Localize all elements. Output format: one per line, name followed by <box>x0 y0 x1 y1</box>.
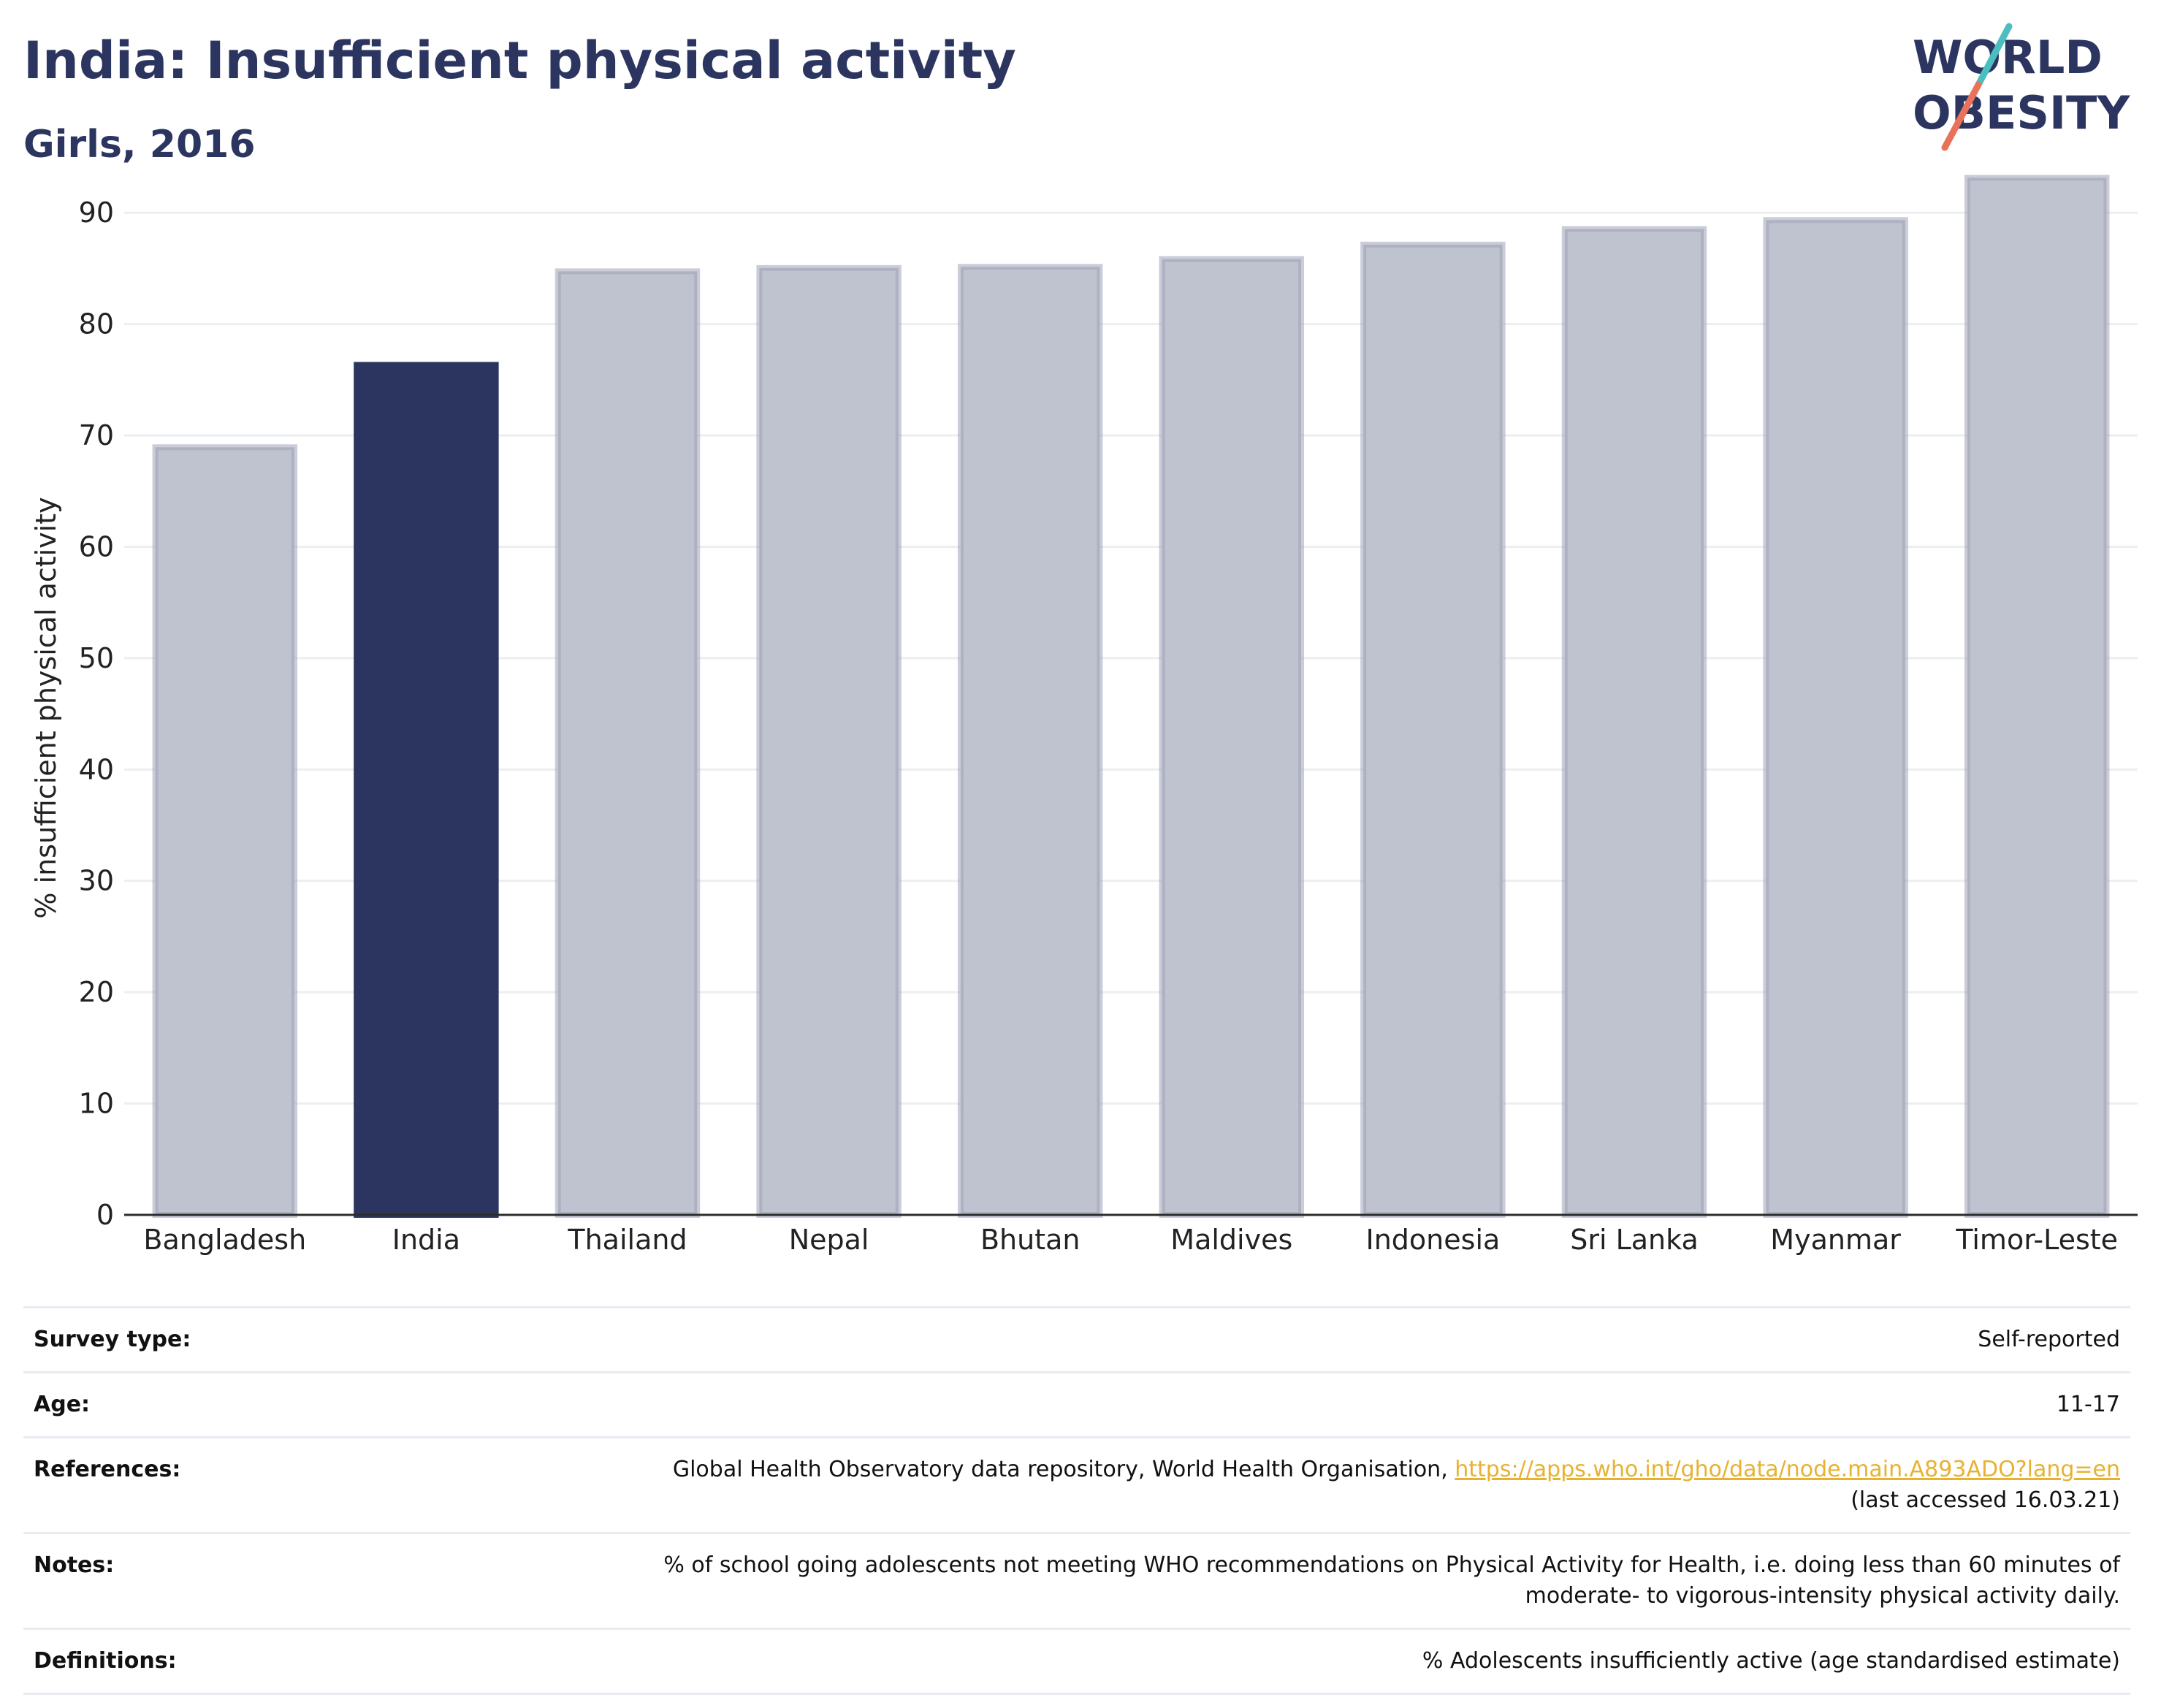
bar-thailand <box>554 268 701 1219</box>
x-tick-label-indonesia: Indonesia <box>1366 1224 1501 1256</box>
info-row-notes: Notes: % of school going adolescents not… <box>23 1533 2130 1629</box>
bar-bangladesh <box>152 444 298 1218</box>
bar-myanmar <box>1763 217 1908 1218</box>
logo-slash-coral <box>1941 81 1982 151</box>
y-tick-label-70: 70 <box>79 419 114 451</box>
info-row-age: Age: 11-17 <box>23 1372 2130 1438</box>
y-tick-label-20: 20 <box>79 976 114 1008</box>
survey-type-label: Survey type: <box>34 1327 191 1352</box>
x-tick-label-thailand: Thailand <box>567 1224 687 1256</box>
x-tick-label-maldives: Maldives <box>1170 1224 1292 1256</box>
x-tick-label-timor-leste: Timor-Leste <box>1955 1224 2118 1256</box>
bar-bhutan <box>957 264 1103 1218</box>
y-tick-label-90: 90 <box>79 197 114 229</box>
references-text: Global Health Observatory data repositor… <box>672 1457 1455 1482</box>
bar-india <box>354 362 499 1219</box>
x-tick-label-nepal: Nepal <box>789 1224 869 1256</box>
x-tick-label-myanmar: Myanmar <box>1770 1224 1901 1256</box>
bar-timor-leste <box>1964 175 2110 1219</box>
notes-label: Notes: <box>34 1552 115 1578</box>
y-tick-label-50: 50 <box>79 642 114 674</box>
info-row-survey-type: Survey type: Self-reported <box>23 1307 2130 1373</box>
x-tick-label-bangladesh: Bangladesh <box>143 1224 306 1256</box>
definitions-label: Definitions: <box>34 1648 177 1674</box>
references-link[interactable]: https://apps.who.int/gho/data/node.main.… <box>1455 1457 2120 1482</box>
y-tick-label-40: 40 <box>79 753 114 785</box>
x-tick-label-bhutan: Bhutan <box>980 1224 1080 1256</box>
survey-type-value: Self-reported <box>1978 1327 2120 1352</box>
info-table: Survey type: Self-reported Age: 11-17 Re… <box>23 1306 2130 1695</box>
bar-indonesia <box>1360 241 1506 1219</box>
bar-chart: 0 10 20 30 40 50 60 70 80 90 % insufficient physic… <box>30 175 2138 1256</box>
y-tick-label-80: 80 <box>79 308 114 340</box>
info-row-definitions: Definitions: % Adolescents insufficientl… <box>23 1628 2130 1694</box>
bar-sri-lanka <box>1561 226 1707 1218</box>
bar-maldives <box>1159 256 1305 1218</box>
logo-line2: OBESITY <box>1913 86 2130 140</box>
world-obesity-logo: WORLD OBESITY <box>1913 23 2130 151</box>
y-tick-label-30: 30 <box>79 865 114 897</box>
y-axis-label: % insufficient physical activity <box>30 497 62 918</box>
x-tick-label-sri-lanka: Sri Lanka <box>1570 1224 1699 1256</box>
references-value: Global Health Observatory data repositor… <box>380 1438 2130 1533</box>
info-row-references: References: Global Health Observatory da… <box>23 1437 2130 1533</box>
references-accessed: (last accessed 16.03.21) <box>1851 1487 2120 1513</box>
x-tick-label-india: India <box>392 1224 460 1256</box>
age-value: 11-17 <box>2056 1392 2120 1417</box>
logo-slash-teal <box>1975 23 2013 88</box>
bar-nepal <box>756 264 902 1219</box>
references-label: References: <box>34 1457 181 1482</box>
notes-value: % of school going adolescents not meetin… <box>380 1533 2130 1629</box>
logo-line1: WORLD <box>1913 31 2103 84</box>
y-tick-label-10: 10 <box>79 1088 114 1120</box>
y-tick-label-60: 60 <box>79 530 114 563</box>
chart-title: India: Insufficient physical activity <box>23 31 1016 91</box>
y-tick-label-0: 0 <box>96 1199 114 1231</box>
chart-subtitle: Girls, 2016 <box>23 123 256 167</box>
definitions-value: % Adolescents insufficiently active (age… <box>1422 1648 2120 1674</box>
notes-line1: % of school going adolescents not meetin… <box>663 1552 2120 1578</box>
age-label: Age: <box>34 1392 91 1417</box>
notes-line2: moderate- to vigorous-intensity physical… <box>1525 1583 2120 1609</box>
